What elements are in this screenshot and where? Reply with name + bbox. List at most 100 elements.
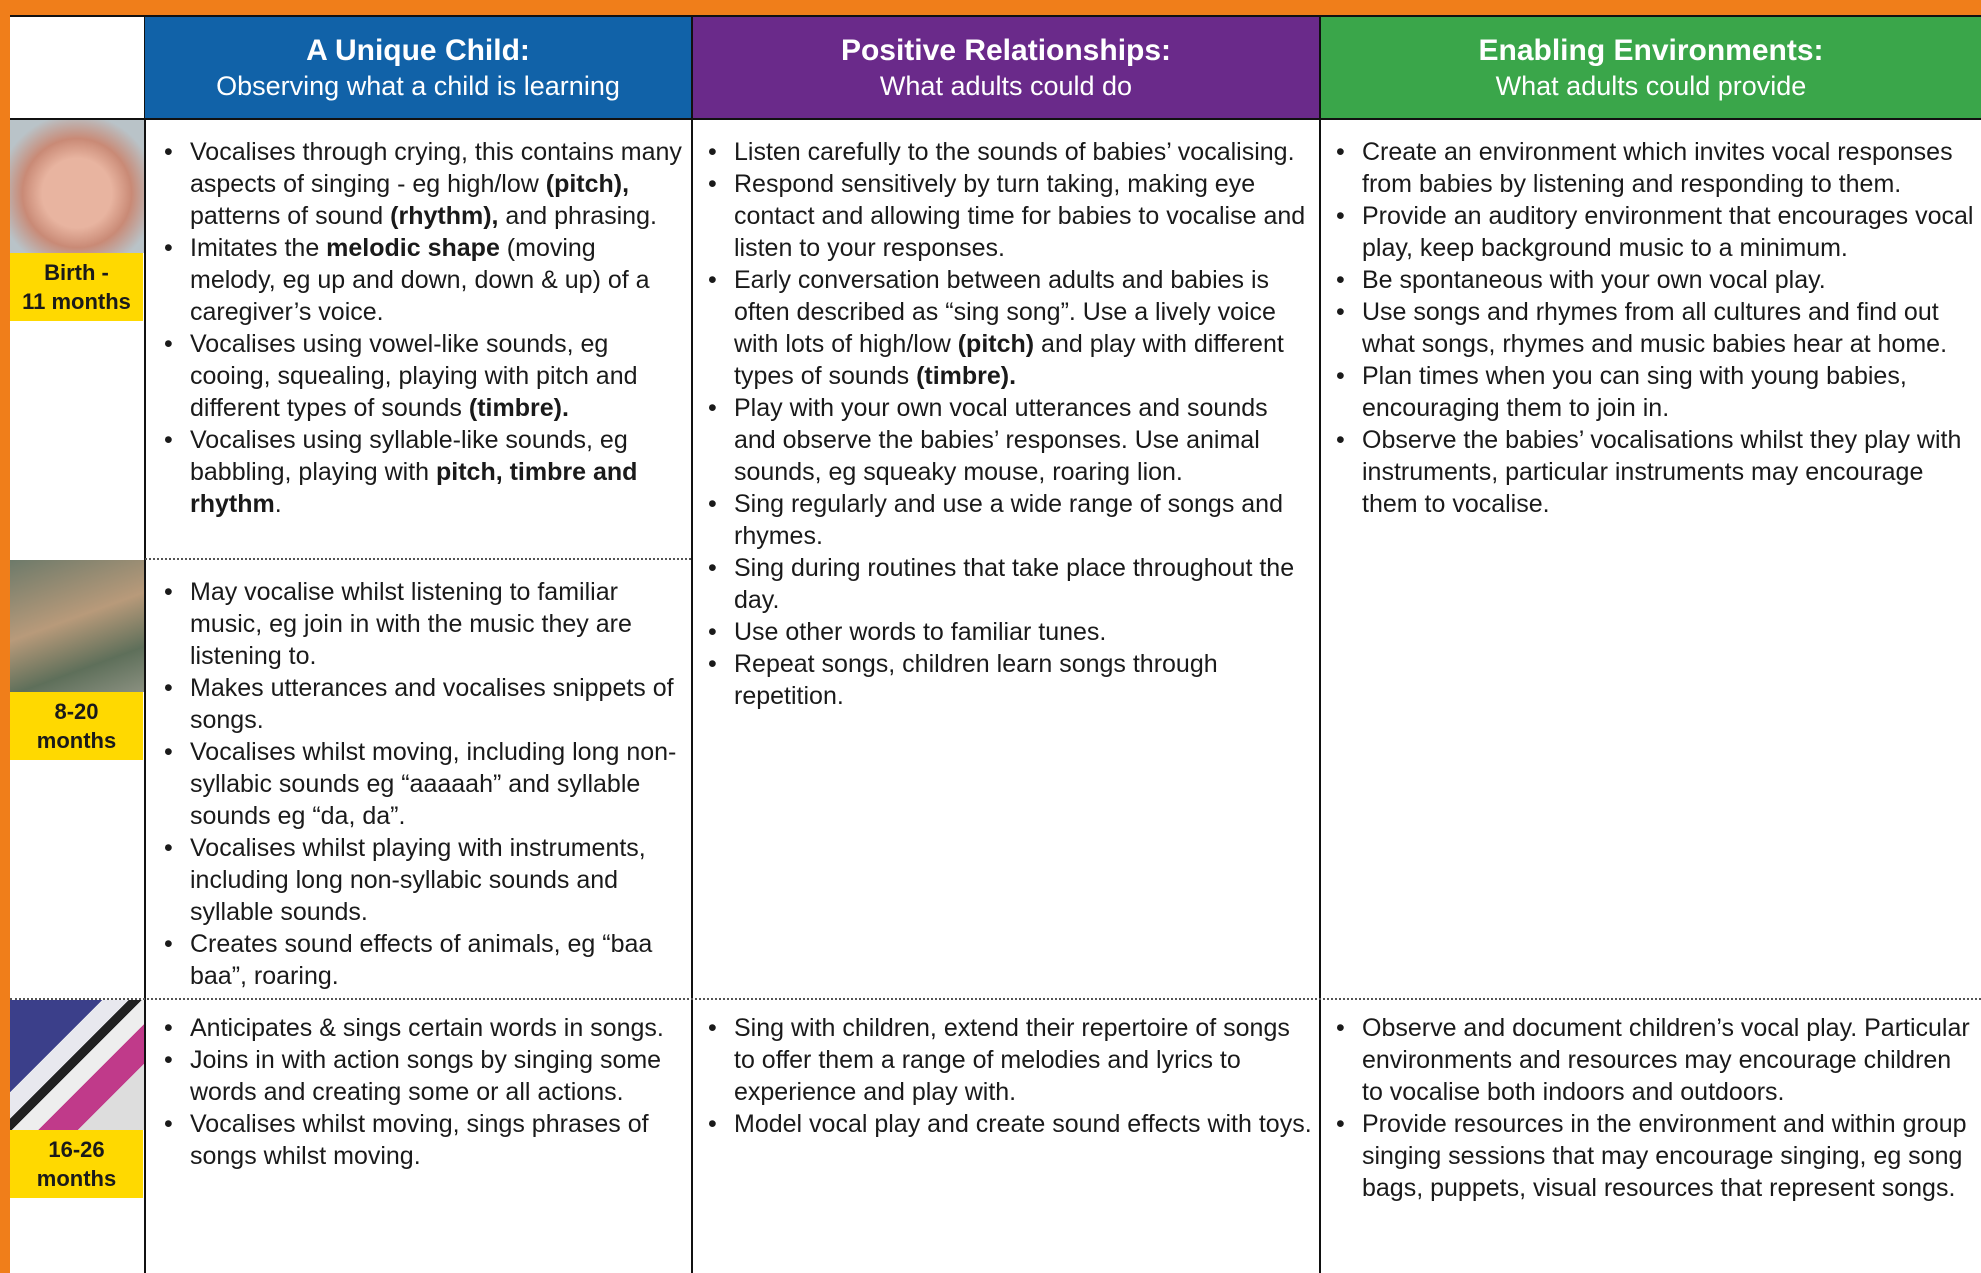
text: Makes utterances and vocalises snippets …: [190, 674, 674, 734]
bullet: Listen carefully to the sounds of babies…: [702, 136, 1314, 168]
bullet: Repeat songs, children learn songs throu…: [702, 648, 1314, 712]
top-bar: [0, 0, 1981, 15]
text: Be spontaneous with your own vocal play.: [1362, 266, 1826, 294]
col-line: [1319, 15, 1321, 1273]
bullet: Use songs and rhymes from all cultures a…: [1330, 296, 1978, 360]
bullet: Vocalises using syllable-like sounds, eg…: [158, 424, 686, 520]
text: Respond sensitively by turn taking, maki…: [734, 170, 1306, 262]
bullet-list: May vocalise whilst listening to familia…: [158, 576, 686, 992]
bullet-list: Create an environment which invites voca…: [1330, 136, 1978, 520]
rule: [10, 15, 1981, 17]
bold-text: (rhythm),: [390, 202, 499, 230]
row-divider: [145, 558, 691, 560]
bullet: Anticipates & sings certain words in son…: [158, 1012, 686, 1044]
bullet: Vocalises whilst playing with instrument…: [158, 832, 686, 928]
left-bar: [0, 0, 10, 1273]
text: Use other words to familiar tunes.: [734, 618, 1107, 646]
bullet: May vocalise whilst listening to familia…: [158, 576, 686, 672]
row-divider: [10, 998, 1981, 1000]
text: Plan times when you can sing with young …: [1362, 362, 1907, 422]
text: Vocalises through crying, this contains …: [190, 138, 682, 198]
text: (moving melody, eg up and down, down & u…: [190, 234, 650, 326]
bullet: Observe the babies’ vocalisations whilst…: [1330, 424, 1978, 520]
bullet-list: Listen carefully to the sounds of babies…: [702, 136, 1314, 712]
bullet: Vocalises using vowel-like sounds, eg co…: [158, 328, 686, 424]
column-title: A Unique Child:: [306, 34, 530, 67]
bullet: Vocalises through crying, this contains …: [158, 136, 686, 232]
bold-text: pitch, timbre and rhythm: [190, 458, 638, 518]
bold-text: (timbre).: [916, 362, 1017, 390]
text: and play with different types of sounds: [734, 330, 1284, 390]
text: Listen carefully to the sounds of babies…: [734, 138, 1295, 166]
bullet: Vocalises whilst moving, sings phrases o…: [158, 1108, 686, 1172]
bullet: Observe and document children’s vocal pl…: [1330, 1012, 1978, 1108]
bullet: Provide an auditory environment that enc…: [1330, 200, 1978, 264]
bullet: Respond sensitively by turn taking, maki…: [702, 168, 1314, 264]
bullet: Use other words to familiar tunes.: [702, 616, 1314, 648]
text: Sing regularly and use a wide range of s…: [734, 490, 1283, 550]
bullet: Joins in with action songs by singing so…: [158, 1044, 686, 1108]
photo: [10, 560, 144, 692]
text: Imitates the: [190, 234, 327, 262]
text: Vocalises whilst playing with instrument…: [190, 834, 646, 926]
text: Provide an auditory environment that enc…: [1362, 202, 1974, 262]
bullet: Sing regularly and use a wide range of s…: [702, 488, 1314, 552]
bullet-list: Observe and document children’s vocal pl…: [1330, 1012, 1978, 1204]
column-header: Positive Relationships: What adults could…: [693, 17, 1319, 118]
bullet-list: Vocalises through crying, this contains …: [158, 136, 686, 520]
rule: [10, 118, 1981, 120]
text: Provide resources in the environment and…: [1362, 1110, 1967, 1202]
text: Repeat songs, children learn songs throu…: [734, 650, 1218, 710]
text: Play with your own vocal utterances and …: [734, 394, 1268, 486]
bullet: Imitates the melodic shape (moving melod…: [158, 232, 686, 328]
bold-text: (pitch),: [545, 170, 630, 198]
bullet: Creates sound effects of animals, eg “ba…: [158, 928, 686, 992]
col-line: [144, 15, 146, 1273]
text: Creates sound effects of animals, eg “ba…: [190, 930, 653, 990]
bullet: Create an environment which invites voca…: [1330, 136, 1978, 200]
text: Vocalises using syllable-like sounds, eg…: [190, 426, 628, 486]
bold-text: melodic shape: [326, 234, 500, 262]
bullet: Plan times when you can sing with young …: [1330, 360, 1978, 424]
text: Joins in with action songs by singing so…: [190, 1046, 662, 1106]
column-header: A Unique Child: Observing what a child is…: [145, 17, 691, 118]
text: .: [274, 490, 282, 518]
column-subtitle: What adults could provide: [1495, 71, 1807, 101]
age-label: 16-26 months: [10, 1130, 143, 1198]
bullet: Sing with children, extend their reperto…: [702, 1012, 1314, 1108]
text: Observe the babies’ vocalisations whilst…: [1362, 426, 1962, 518]
text: and phrasing.: [498, 202, 657, 230]
text: Create an environment which invites voca…: [1362, 138, 1953, 198]
text: Sing with children, extend their reperto…: [734, 1014, 1290, 1106]
text: May vocalise whilst listening to familia…: [190, 578, 632, 670]
bold-text: (timbre).: [468, 394, 569, 422]
bullet: Makes utterances and vocalises snippets …: [158, 672, 686, 736]
bullet: Model vocal play and create sound effect…: [702, 1108, 1314, 1140]
text: patterns of sound: [190, 202, 391, 230]
bullet-list: Sing with children, extend their reperto…: [702, 1012, 1314, 1140]
age-label: Birth - 11 months: [10, 253, 143, 321]
bullet: Provide resources in the environment and…: [1330, 1108, 1978, 1204]
text: Vocalises whilst moving, including long …: [190, 738, 677, 830]
photo: [10, 120, 144, 253]
text: Observe and document children’s vocal pl…: [1362, 1014, 1970, 1106]
col-line: [691, 15, 693, 1273]
bullet-list: Anticipates & sings certain words in son…: [158, 1012, 686, 1172]
bold-text: (pitch): [957, 330, 1035, 358]
text: Use songs and rhymes from all cultures a…: [1362, 298, 1948, 358]
bullet: Vocalises whilst moving, including long …: [158, 736, 686, 832]
column-header: Enabling Environments: What adults could …: [1321, 17, 1981, 118]
column-title: Enabling Environments:: [1478, 34, 1824, 67]
text: Vocalises using vowel-like sounds, eg co…: [190, 330, 638, 422]
column-subtitle: Observing what a child is learning: [216, 71, 620, 101]
photo: [10, 1000, 144, 1130]
column-subtitle: What adults could do: [879, 71, 1133, 101]
bullet: Play with your own vocal utterances and …: [702, 392, 1314, 488]
bullet: Sing during routines that take place thr…: [702, 552, 1314, 616]
text: Model vocal play and create sound effect…: [734, 1110, 1312, 1138]
column-title: Positive Relationships:: [840, 34, 1172, 67]
bullet: Be spontaneous with your own vocal play.: [1330, 264, 1978, 296]
text: Vocalises whilst moving, sings phrases o…: [190, 1110, 649, 1170]
text: Sing during routines that take place thr…: [734, 554, 1295, 614]
